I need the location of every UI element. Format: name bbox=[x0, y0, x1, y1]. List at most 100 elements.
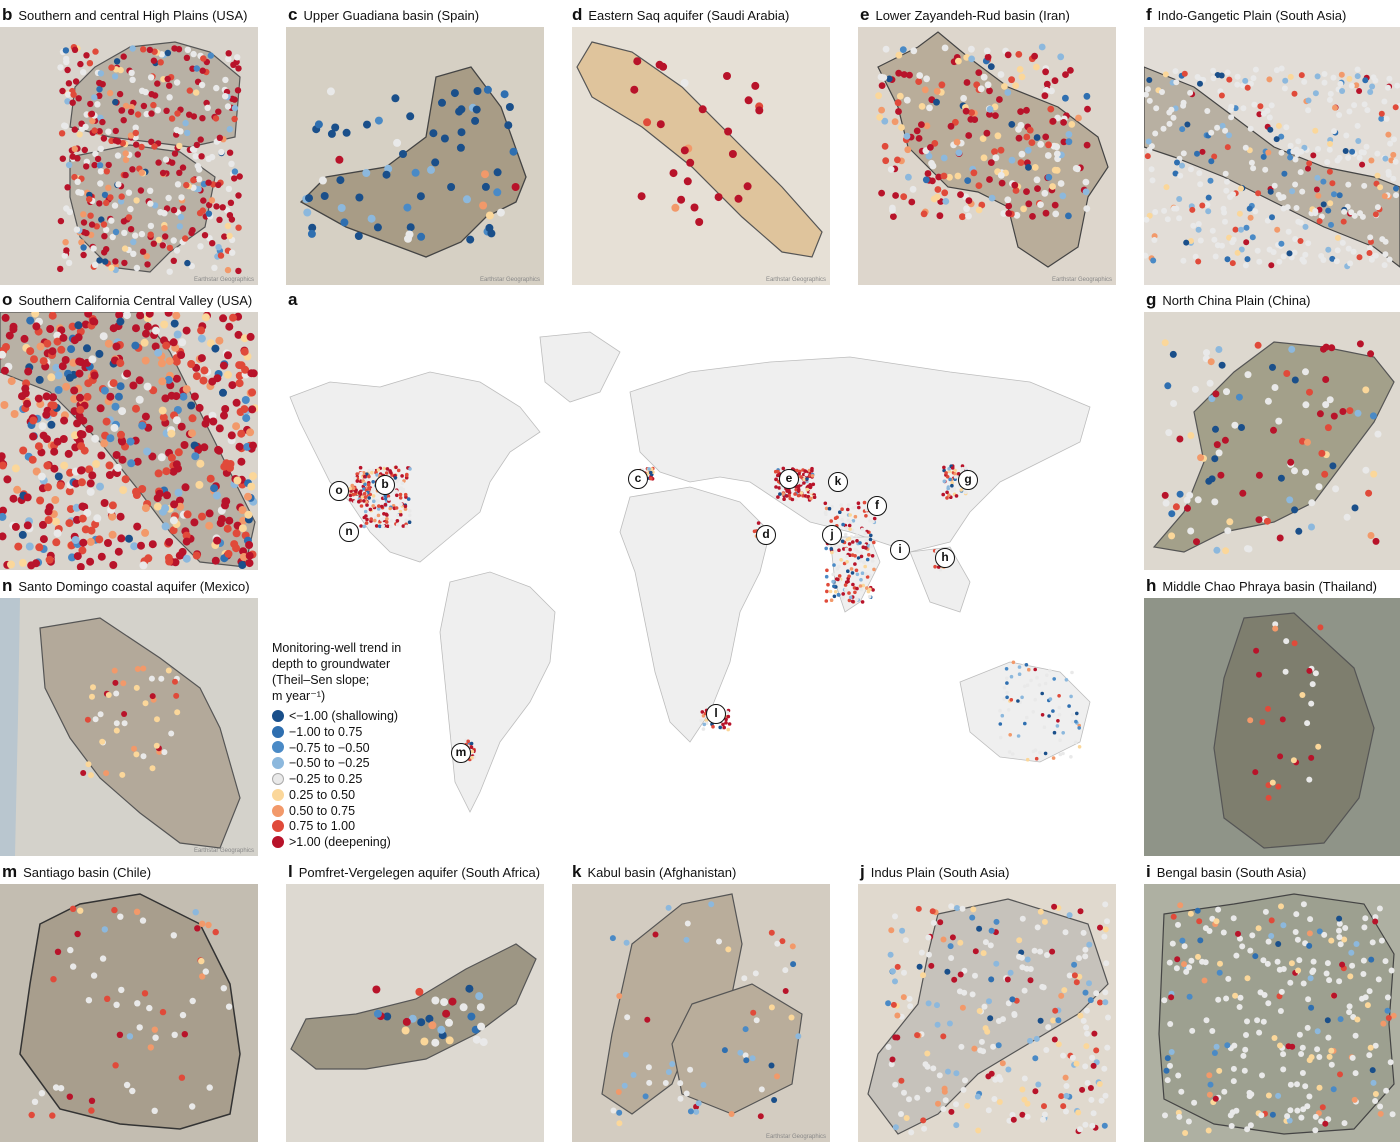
well-dot bbox=[1284, 1113, 1291, 1120]
well-dot bbox=[936, 1072, 943, 1079]
well-dot bbox=[485, 211, 494, 220]
well-dot bbox=[1364, 1002, 1371, 1009]
well-dot bbox=[64, 98, 71, 105]
well-dot bbox=[1049, 183, 1056, 190]
well-dot bbox=[138, 169, 145, 176]
well-dot bbox=[777, 486, 781, 490]
well-dot bbox=[438, 98, 446, 107]
well-dot bbox=[1102, 926, 1109, 933]
well-dot bbox=[138, 230, 146, 238]
well-dot bbox=[32, 467, 41, 476]
well-dot bbox=[170, 237, 177, 244]
well-dot bbox=[969, 991, 976, 998]
map-marker-e[interactable]: e bbox=[779, 469, 799, 489]
well-dot bbox=[52, 538, 61, 547]
well-dot bbox=[1262, 908, 1269, 915]
well-dot bbox=[90, 371, 99, 380]
well-dot bbox=[987, 1015, 994, 1022]
well-dot bbox=[62, 47, 70, 54]
well-dot bbox=[1071, 972, 1078, 979]
inset-map-m bbox=[0, 884, 258, 1142]
well-dot bbox=[885, 1044, 892, 1050]
well-dot bbox=[78, 239, 85, 246]
well-dot bbox=[1349, 1054, 1356, 1061]
well-dot bbox=[155, 236, 163, 244]
map-marker-o[interactable]: o bbox=[329, 481, 349, 501]
panel-title-l: l Pomfret-Vergelegen aquifer (South Afric… bbox=[288, 862, 541, 881]
well-dot bbox=[384, 471, 389, 475]
map-marker-f[interactable]: f bbox=[867, 496, 887, 516]
well-dot bbox=[97, 711, 104, 718]
well-dot bbox=[26, 316, 35, 325]
well-dot bbox=[178, 1074, 186, 1081]
well-dot bbox=[164, 553, 173, 562]
map-marker-n[interactable]: n bbox=[339, 522, 359, 542]
well-dot bbox=[1372, 1098, 1379, 1104]
well-dot bbox=[1161, 207, 1168, 214]
well-dot bbox=[684, 920, 691, 927]
well-dot bbox=[70, 336, 79, 345]
well-dot bbox=[101, 191, 109, 199]
well-dot bbox=[1354, 73, 1361, 80]
well-dot bbox=[1218, 92, 1225, 99]
well-dot bbox=[215, 446, 224, 455]
map-marker-k[interactable]: k bbox=[828, 472, 848, 492]
map-marker-j[interactable]: j bbox=[822, 525, 842, 545]
well-dot bbox=[54, 948, 62, 955]
well-dot bbox=[1187, 527, 1195, 535]
well-dot bbox=[757, 1113, 764, 1120]
well-dot bbox=[907, 1003, 914, 1010]
well-dot bbox=[1021, 987, 1028, 994]
map-marker-c[interactable]: c bbox=[628, 469, 648, 489]
well-dot bbox=[96, 200, 103, 207]
well-dot bbox=[1067, 67, 1074, 74]
well-dot bbox=[1224, 144, 1231, 151]
well-dot bbox=[784, 494, 789, 498]
well-dot bbox=[371, 504, 375, 508]
well-dot bbox=[342, 128, 351, 137]
map-marker-b[interactable]: b bbox=[375, 475, 395, 495]
well-dot bbox=[1060, 138, 1068, 146]
map-marker-l[interactable]: l bbox=[706, 704, 726, 724]
well-dot bbox=[130, 238, 137, 246]
well-dot bbox=[1368, 956, 1375, 963]
well-dot bbox=[774, 1073, 780, 1080]
well-dot bbox=[1329, 255, 1336, 262]
well-dot bbox=[1235, 930, 1241, 937]
well-dot bbox=[192, 909, 199, 916]
well-dot bbox=[395, 519, 400, 523]
map-marker-g[interactable]: g bbox=[958, 470, 978, 490]
well-dot bbox=[88, 1107, 95, 1114]
well-dot bbox=[1275, 122, 1282, 129]
well-dot bbox=[78, 546, 87, 555]
well-dot bbox=[1255, 925, 1262, 932]
well-dot bbox=[348, 497, 353, 502]
well-dot bbox=[1300, 980, 1307, 987]
well-dot bbox=[1268, 262, 1275, 269]
well-dot bbox=[457, 105, 466, 114]
map-marker-i[interactable]: i bbox=[890, 540, 910, 560]
well-dot bbox=[1312, 90, 1319, 97]
well-dot bbox=[844, 587, 848, 592]
well-dot bbox=[1031, 710, 1036, 714]
well-dot bbox=[157, 453, 166, 462]
well-dot bbox=[942, 468, 946, 473]
well-dot bbox=[445, 1036, 454, 1045]
well-dot bbox=[1278, 133, 1285, 140]
well-dot bbox=[406, 223, 415, 232]
well-dot bbox=[833, 549, 837, 553]
well-dot bbox=[1173, 79, 1180, 86]
well-dot bbox=[1093, 1047, 1100, 1054]
well-dot bbox=[172, 312, 181, 320]
well-dot bbox=[1238, 424, 1245, 431]
well-dot bbox=[1238, 226, 1244, 233]
well-dot bbox=[110, 423, 119, 432]
well-dot bbox=[1074, 719, 1078, 724]
well-dot bbox=[186, 87, 193, 94]
well-dot bbox=[1193, 538, 1200, 546]
map-marker-d[interactable]: d bbox=[756, 525, 776, 545]
well-dot bbox=[249, 472, 257, 481]
well-dot bbox=[846, 503, 851, 507]
map-marker-h[interactable]: h bbox=[935, 548, 955, 568]
map-marker-m[interactable]: m bbox=[451, 743, 471, 763]
